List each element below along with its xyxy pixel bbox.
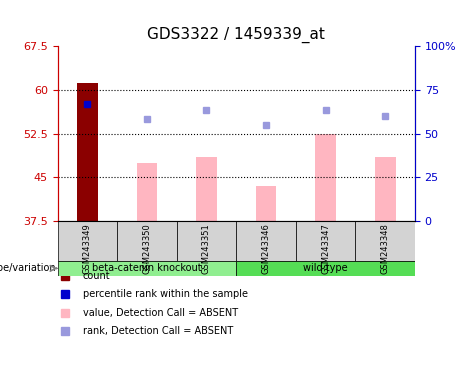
FancyBboxPatch shape — [236, 221, 296, 261]
FancyBboxPatch shape — [296, 221, 355, 261]
Title: GDS3322 / 1459339_at: GDS3322 / 1459339_at — [148, 27, 325, 43]
Text: wild type: wild type — [303, 263, 348, 273]
Text: GSM243349: GSM243349 — [83, 223, 92, 274]
Text: GSM243347: GSM243347 — [321, 223, 330, 274]
Text: value, Detection Call = ABSENT: value, Detection Call = ABSENT — [83, 308, 238, 318]
Bar — [196, 157, 217, 221]
Text: beta-catenin knockout: beta-catenin knockout — [92, 263, 202, 273]
Text: count: count — [83, 271, 110, 281]
Text: genotype/variation: genotype/variation — [0, 263, 56, 273]
FancyBboxPatch shape — [117, 221, 177, 261]
FancyBboxPatch shape — [355, 221, 415, 261]
Bar — [255, 186, 277, 221]
FancyBboxPatch shape — [58, 221, 117, 261]
Text: GSM243346: GSM243346 — [261, 223, 271, 274]
Bar — [136, 163, 157, 221]
Text: percentile rank within the sample: percentile rank within the sample — [83, 290, 248, 300]
FancyBboxPatch shape — [236, 261, 415, 276]
Bar — [375, 157, 396, 221]
Text: GSM243351: GSM243351 — [202, 223, 211, 274]
FancyBboxPatch shape — [58, 261, 236, 276]
Text: GSM243350: GSM243350 — [142, 223, 152, 274]
Bar — [77, 83, 98, 221]
Bar — [315, 134, 336, 221]
Text: rank, Detection Call = ABSENT: rank, Detection Call = ABSENT — [83, 326, 233, 336]
FancyBboxPatch shape — [177, 221, 236, 261]
Text: GSM243348: GSM243348 — [381, 223, 390, 274]
